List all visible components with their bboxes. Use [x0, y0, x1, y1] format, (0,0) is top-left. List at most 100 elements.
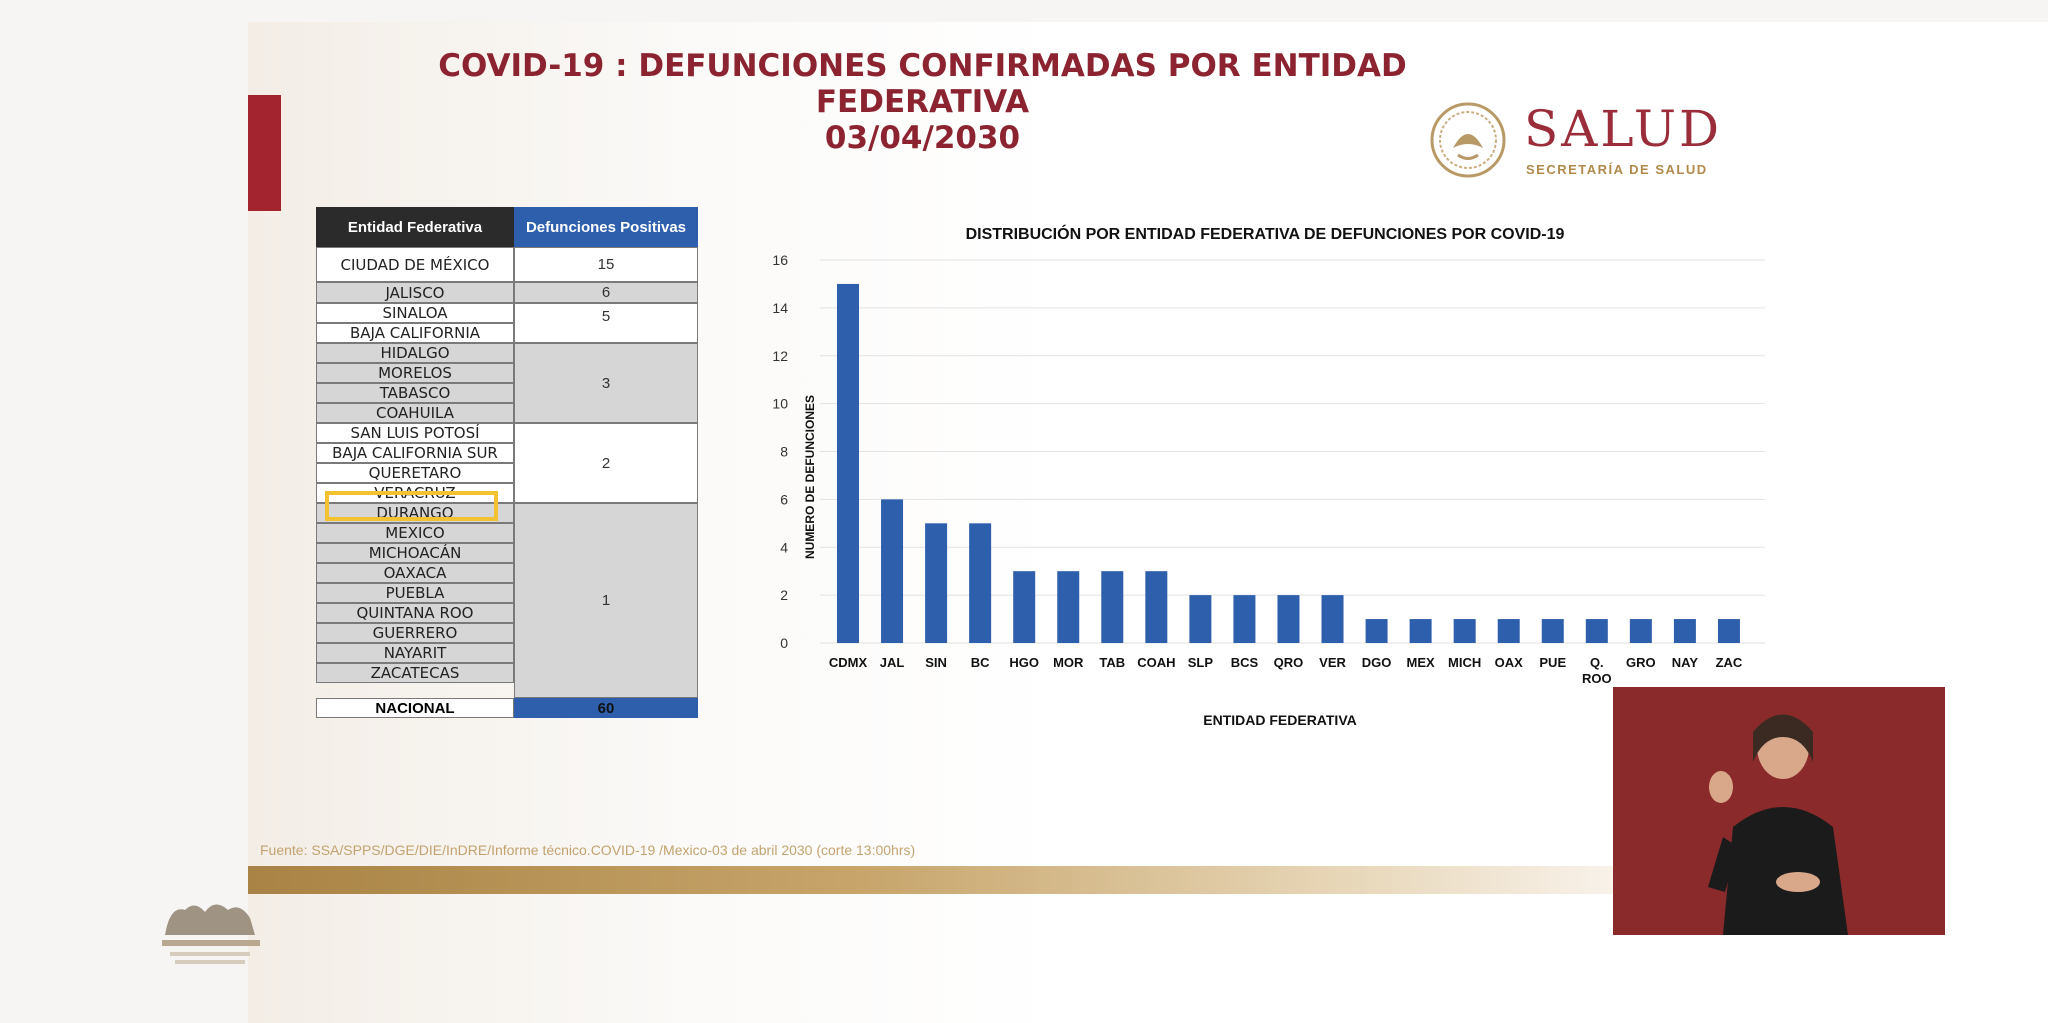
table-group-value: 3 — [514, 343, 698, 423]
x-axis-label: ENTIDAD FEDERATIVA — [1203, 712, 1357, 728]
bar — [881, 499, 904, 643]
y-tick-label: 2 — [780, 587, 788, 603]
x-tick-label: CDMX — [829, 655, 868, 670]
total-value: 60 — [514, 698, 698, 718]
table-header-deaths: Defunciones Positivas — [514, 207, 698, 247]
row-highlight — [325, 491, 498, 521]
y-tick-label: 4 — [780, 539, 788, 555]
title-line-2: 03/04/2030 — [824, 120, 1021, 156]
bar — [969, 523, 992, 643]
x-tick-label: BC — [971, 655, 990, 670]
bar — [837, 283, 859, 643]
salud-logo: SALUD SECRETARÍA DE SALUD — [1428, 100, 1748, 180]
x-tick-label: QRO — [1274, 655, 1304, 670]
bar — [1673, 619, 1696, 643]
x-tick-label: GRO — [1626, 655, 1656, 670]
bar — [1409, 619, 1432, 643]
x-tick-label: ZAC — [1716, 655, 1743, 670]
government-logo — [150, 890, 280, 980]
table-row-entity: MEXICO — [316, 523, 514, 543]
table-row-entity: ZACATECAS — [316, 663, 514, 683]
table-row-entity: MICHOACÁN — [316, 543, 514, 563]
logo-subtitle: SECRETARÍA DE SALUD — [1526, 162, 1708, 177]
y-tick-label: 16 — [772, 252, 788, 268]
table-row-entity: MORELOS — [316, 363, 514, 383]
y-tick-label: 10 — [772, 396, 788, 412]
y-tick-label: 14 — [772, 300, 788, 316]
table-row-entity: SINALOA — [316, 303, 514, 323]
bar — [1585, 619, 1608, 643]
bar — [1101, 571, 1124, 643]
coat-of-arms-icon — [1430, 102, 1506, 178]
bar — [1629, 619, 1652, 643]
accent-bar — [248, 95, 281, 211]
y-tick-label: 0 — [780, 635, 788, 651]
footer-band — [248, 866, 1613, 894]
x-tick-label: PUE — [1539, 655, 1566, 670]
logo-name: SALUD — [1524, 100, 1723, 158]
table-row-entity: COAHUILA — [316, 403, 514, 423]
x-tick-label: Q. — [1590, 655, 1604, 670]
bar — [1233, 595, 1256, 643]
table-group-value: 6 — [514, 282, 698, 303]
bar — [1453, 619, 1476, 643]
x-tick-label: HGO — [1009, 655, 1039, 670]
x-tick-label: BCS — [1231, 655, 1259, 670]
page-title: COVID-19 : DEFUNCIONES CONFIRMADAS POR E… — [330, 48, 1515, 156]
title-line-1: COVID-19 : DEFUNCIONES CONFIRMADAS POR E… — [438, 48, 1407, 120]
x-tick-label: ROO — [1582, 671, 1612, 686]
table-row-entity: PUEBLA — [316, 583, 514, 603]
x-tick-label: MICH — [1448, 655, 1481, 670]
bar — [1189, 595, 1212, 643]
table-row-entity: CIUDAD DE MÉXICO — [316, 247, 514, 282]
x-tick-label: NAY — [1672, 655, 1699, 670]
bar — [1057, 571, 1080, 643]
table-group-value: 1 — [514, 503, 698, 698]
table-row-entity: BAJA CALIFORNIA — [316, 323, 514, 343]
y-tick-label: 12 — [772, 348, 788, 364]
x-tick-label: VER — [1319, 655, 1346, 670]
deaths-table: Entidad Federativa Defunciones Positivas… — [316, 207, 698, 718]
x-tick-label: COAH — [1137, 655, 1175, 670]
x-tick-label: MEX — [1407, 655, 1436, 670]
chart-title: DISTRIBUCIÓN POR ENTIDAD FEDERATIVA DE D… — [965, 226, 1565, 243]
source-note: Fuente: SSA/SPPS/DGE/DIE/InDRE/Informe t… — [260, 842, 916, 858]
bar — [1277, 595, 1300, 643]
table-group-value: 15 — [514, 247, 698, 282]
y-tick-label: 8 — [780, 444, 788, 460]
table-row-entity: GUERRERO — [316, 623, 514, 643]
table-group-value: 5 — [514, 303, 698, 343]
table-row-entity: HIDALGO — [316, 343, 514, 363]
bar — [1717, 619, 1740, 643]
sign-language-interpreter-video — [1613, 687, 1945, 935]
table-row-entity: QUERETARO — [316, 463, 514, 483]
x-tick-label: OAX — [1495, 655, 1524, 670]
x-tick-label: TAB — [1099, 655, 1125, 670]
deaths-bar-chart: 0 2 4 6 8 10 12 14 16 CDMX JAL SIN BC HGO MOR TAB COAH SL… — [772, 252, 1765, 686]
x-tick-label: SIN — [925, 655, 947, 670]
table-header-entity: Entidad Federativa — [316, 207, 514, 247]
total-label: NACIONAL — [316, 698, 514, 718]
table-row-entity: JALISCO — [316, 282, 514, 303]
x-tick-label: SLP — [1188, 655, 1214, 670]
y-axis-label: NUMERO DE DEFUNCIONES — [803, 395, 817, 560]
bar — [1321, 595, 1344, 643]
heroes-emblem-icon — [162, 904, 260, 964]
table-row-entity: NAYARIT — [316, 643, 514, 663]
interpreter-figure — [1613, 687, 1945, 935]
bar — [1541, 619, 1564, 643]
y-tick-label: 6 — [780, 491, 788, 507]
table-group-value: 2 — [514, 423, 698, 503]
x-tick-label: MOR — [1053, 655, 1084, 670]
bar — [1497, 619, 1520, 643]
x-tick-label: DGO — [1362, 655, 1392, 670]
bar — [1365, 619, 1388, 643]
x-tick-label: JAL — [880, 655, 905, 670]
bar — [1145, 571, 1168, 643]
table-row-entity: OAXACA — [316, 563, 514, 583]
table-row-entity: BAJA CALIFORNIA SUR — [316, 443, 514, 463]
bar — [1013, 571, 1036, 643]
table-row-entity: TABASCO — [316, 383, 514, 403]
bar — [925, 523, 948, 643]
table-row-entity: QUINTANA ROO — [316, 603, 514, 623]
